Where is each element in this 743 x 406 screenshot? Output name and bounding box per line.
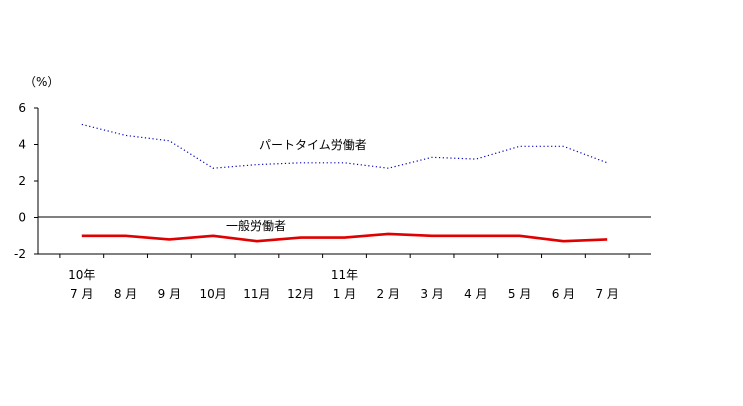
x-month-label: 1 月: [333, 287, 356, 301]
x-month-label: 2 月: [377, 287, 400, 301]
y-tick-label: 4: [18, 138, 26, 152]
y-tick-label: 0: [18, 211, 26, 225]
series-label-part-time: パートタイム労働者: [259, 138, 367, 152]
x-month-label: 8 月: [114, 287, 137, 301]
x-month-label: 7 月: [595, 287, 618, 301]
y-tick-label: 6: [18, 101, 26, 115]
x-month-label: 4 月: [464, 287, 487, 301]
x-month-label: 10月: [200, 287, 227, 301]
x-year-label: 10年: [68, 268, 95, 282]
y-tick-label: 2: [18, 174, 26, 188]
x-month-label: 6 月: [552, 287, 575, 301]
x-month-label: 11月: [243, 287, 270, 301]
x-year-label: 11年: [331, 268, 358, 282]
x-month-label: 7 月: [70, 287, 93, 301]
series-label-general: 一般労働者: [226, 218, 286, 233]
y-unit-label: （%）: [24, 75, 59, 89]
y-tick-label: -2: [14, 247, 26, 261]
y-axis-ticks: 6 4 2 0 -2: [14, 101, 38, 261]
series-line-1: [81, 232, 608, 243]
x-month-label: 5 月: [508, 287, 531, 301]
x-month-label: 3 月: [420, 287, 443, 301]
x-month-label: 12月: [287, 287, 314, 301]
x-month-label: 9 月: [158, 287, 181, 301]
x-axis-ticks: 10年 7 月 8 月 9 月 10月 11月 12月 11年 1 月 2 月 3 月 4 月 5 月 6…: [59, 254, 630, 301]
series-lines: [81, 123, 608, 243]
